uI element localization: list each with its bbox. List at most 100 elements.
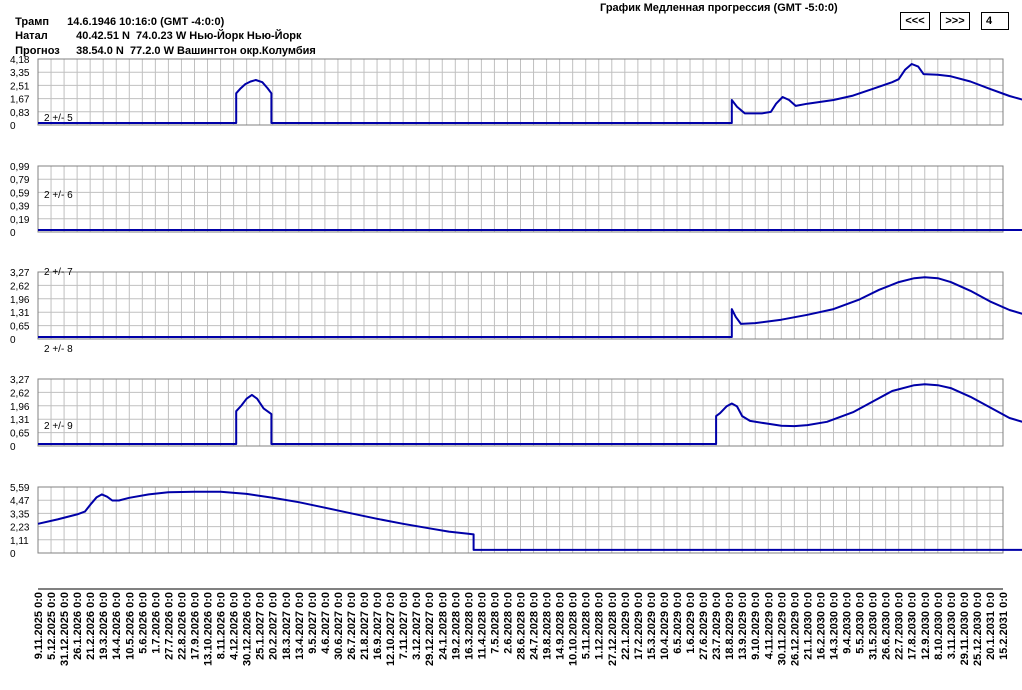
x-tick-label: 16.3.2028 0:0 [463, 592, 475, 660]
x-tick-label: 1.6.2029 0:0 [685, 592, 697, 654]
y-tick-label: 0 [10, 442, 16, 453]
x-tick-label: 17.8.2030 0:0 [907, 592, 919, 660]
y-tick-label: 3,27 [10, 268, 30, 279]
x-tick-label: 9.11.2025 0:0 [33, 592, 45, 659]
x-tick-label: 3.12.2027 0:0 [411, 592, 423, 660]
x-tick-label: 15.3.2029 0:0 [646, 592, 658, 660]
x-tick-label: 15.2.2031 0:0 [998, 592, 1010, 660]
x-tick-label: 4.11.2029 0:0 [763, 592, 775, 659]
x-tick-label: 17.2.2029 0:0 [633, 592, 645, 660]
y-tick-label: 1,11 [10, 536, 29, 547]
y-tick-label: 0,19 [10, 215, 30, 226]
header-value-forecast: 38.54.0 N 77.2.0 W Вашингтон окр.Колумби… [76, 45, 316, 57]
panel-6: 5,59 4,47 3,35 2,23 1,11 0 [10, 483, 1022, 560]
next-button[interactable]: >>> [940, 12, 970, 30]
y-tick-label: 4,18 [10, 55, 30, 66]
y-tick-label: 5,59 [10, 483, 30, 494]
x-tick-label: 10.4.2029 0:0 [659, 592, 671, 660]
x-tick-label: 12.9.2030 0:0 [920, 592, 932, 660]
y-tick-label: 3,27 [10, 375, 30, 386]
x-tick-label: 21.8.2027 0:0 [359, 592, 371, 660]
y-tick-label: 0,99 [10, 162, 30, 173]
x-tick-label: 18.8.2029 0:0 [724, 592, 736, 660]
x-tick-label: 26.7.2027 0:0 [346, 592, 358, 660]
x-tick-label: 26.6.2030 0:0 [881, 592, 893, 660]
x-tick-label: 13.9.2029 0:0 [737, 592, 749, 660]
header-row-1: Трамп 14.6.1946 10:16:0 (GMT -4:0:0) [9, 1, 224, 29]
x-tick-label: 22.7.2030 0:0 [894, 592, 906, 660]
x-tick-label: 25.12.2030 0:0 [972, 592, 984, 666]
x-tick-label: 26.1.2026 0:0 [72, 592, 84, 660]
panel-label: 2 +/- 5 [44, 113, 73, 124]
panel-frame [37, 378, 1004, 447]
prev-button[interactable]: <<< [900, 12, 930, 30]
header-label-forecast: Прогноз [15, 45, 60, 57]
x-tick-label: 17.9.2026 0:0 [190, 592, 202, 660]
x-tick-label: 4.6.2027 0:0 [320, 592, 332, 654]
y-tick-label: 1,96 [10, 295, 30, 306]
header-row-2: Натал 40.42.51 N 74.0.23 W Нью-Йорк Нью-Й… [9, 15, 301, 43]
series-line [38, 63, 1022, 124]
panel-1: 4,18 3,35 2,51 1,67 0,83 0 2 +/- 5 [10, 55, 1022, 132]
x-tick-label: 22.1.2029 0:0 [620, 592, 632, 660]
y-tick-label: 0 [10, 549, 16, 560]
x-tick-label: 24.7.2028 0:0 [529, 592, 541, 660]
x-tick-label: 23.7.2029 0:0 [711, 592, 723, 660]
x-tick-label: 31.12.2025 0:0 [59, 592, 71, 666]
x-tick-label: 10.5.2026 0:0 [124, 592, 136, 660]
panel-label: 2 +/- 9 [44, 421, 73, 432]
x-tick-label: 27.12.2028 0:0 [607, 592, 619, 666]
x-tick-label: 21.2.2026 0:0 [85, 592, 97, 660]
y-tick-label: 2,62 [10, 281, 30, 292]
x-tick-label: 5.12.2025 0:0 [46, 592, 58, 660]
y-tick-label: 1,96 [10, 402, 30, 413]
x-tick-label: 29.12.2027 0:0 [424, 592, 436, 666]
x-tick-label: 19.2.2028 0:0 [450, 592, 462, 660]
y-tick-label: 1,31 [10, 415, 30, 426]
series-line [38, 383, 1022, 445]
y-tick-label: 1,31 [10, 308, 30, 319]
x-tick-label: 9.10.2029 0:0 [750, 592, 762, 660]
x-tick-label: 9.4.2030 0:0 [842, 592, 854, 654]
y-tick-label: 0,83 [10, 108, 30, 119]
x-tick-label: 24.1.2028 0:0 [437, 592, 449, 660]
x-tick-label: 14.3.2030 0:0 [829, 592, 841, 660]
y-tick-label: 2,51 [10, 81, 30, 92]
y-tick-label: 1,67 [10, 95, 30, 106]
y-tick-label: 0,65 [10, 429, 30, 440]
x-tick-label: 3.11.2030 0:0 [946, 592, 958, 659]
series-line [37, 490, 1022, 551]
x-tick-label: 10.10.2028 0:0 [568, 592, 580, 666]
x-tick-label: 30.6.2027 0:0 [333, 592, 345, 660]
page-number-field[interactable]: 4 [981, 12, 1009, 30]
x-tick-label: 12.10.2027 0:0 [385, 592, 397, 666]
y-tick-label: 0,39 [10, 202, 30, 213]
x-tick-label: 27.7.2026 0:0 [163, 592, 175, 660]
x-tick-label: 2.6.2028 0:0 [503, 592, 515, 654]
x-tick-label: 20.1.2031 0:0 [985, 592, 997, 660]
header-value-trump: 14.6.1946 10:16:0 (GMT -4:0:0) [67, 16, 225, 28]
panel-label: 2 +/- 7 [44, 267, 73, 278]
panel-3: 3,27 2,62 1,96 1,31 0,65 0 2 +/- 7 [10, 267, 1022, 346]
panel-2: 0,99 0,79 0,59 0,39 0,19 0 2 +/- 6 [10, 162, 1022, 239]
header-label-trump: Трамп [15, 16, 50, 28]
x-tick-label: 6.5.2029 0:0 [672, 592, 684, 654]
x-tick-label: 11.4.2028 0:0 [476, 592, 488, 659]
y-tick-label: 4,47 [10, 496, 30, 507]
chart-title: График Медленная прогрессия (GMT -5:0:0) [600, 2, 838, 14]
panel-label: 2 +/- 8 [44, 344, 73, 355]
y-tick-label: 0,65 [10, 322, 30, 333]
x-tick-label: 18.3.2027 0:0 [281, 592, 293, 660]
y-tick-label: 2,62 [10, 388, 30, 399]
x-tick-label: 28.6.2028 0:0 [516, 592, 528, 660]
series-line [38, 276, 1022, 338]
x-tick-label: 1.7.2026 0:0 [150, 592, 162, 654]
y-tick-label: 0 [10, 228, 16, 239]
x-tick-label: 8.10.2030 0:0 [933, 592, 945, 660]
y-tick-label: 0,79 [10, 175, 30, 186]
panel-frame [37, 486, 1004, 554]
x-tick-label: 4.12.2026 0:0 [229, 592, 241, 660]
header-label-natal: Натал [15, 30, 48, 42]
panel-frame [37, 165, 1004, 233]
